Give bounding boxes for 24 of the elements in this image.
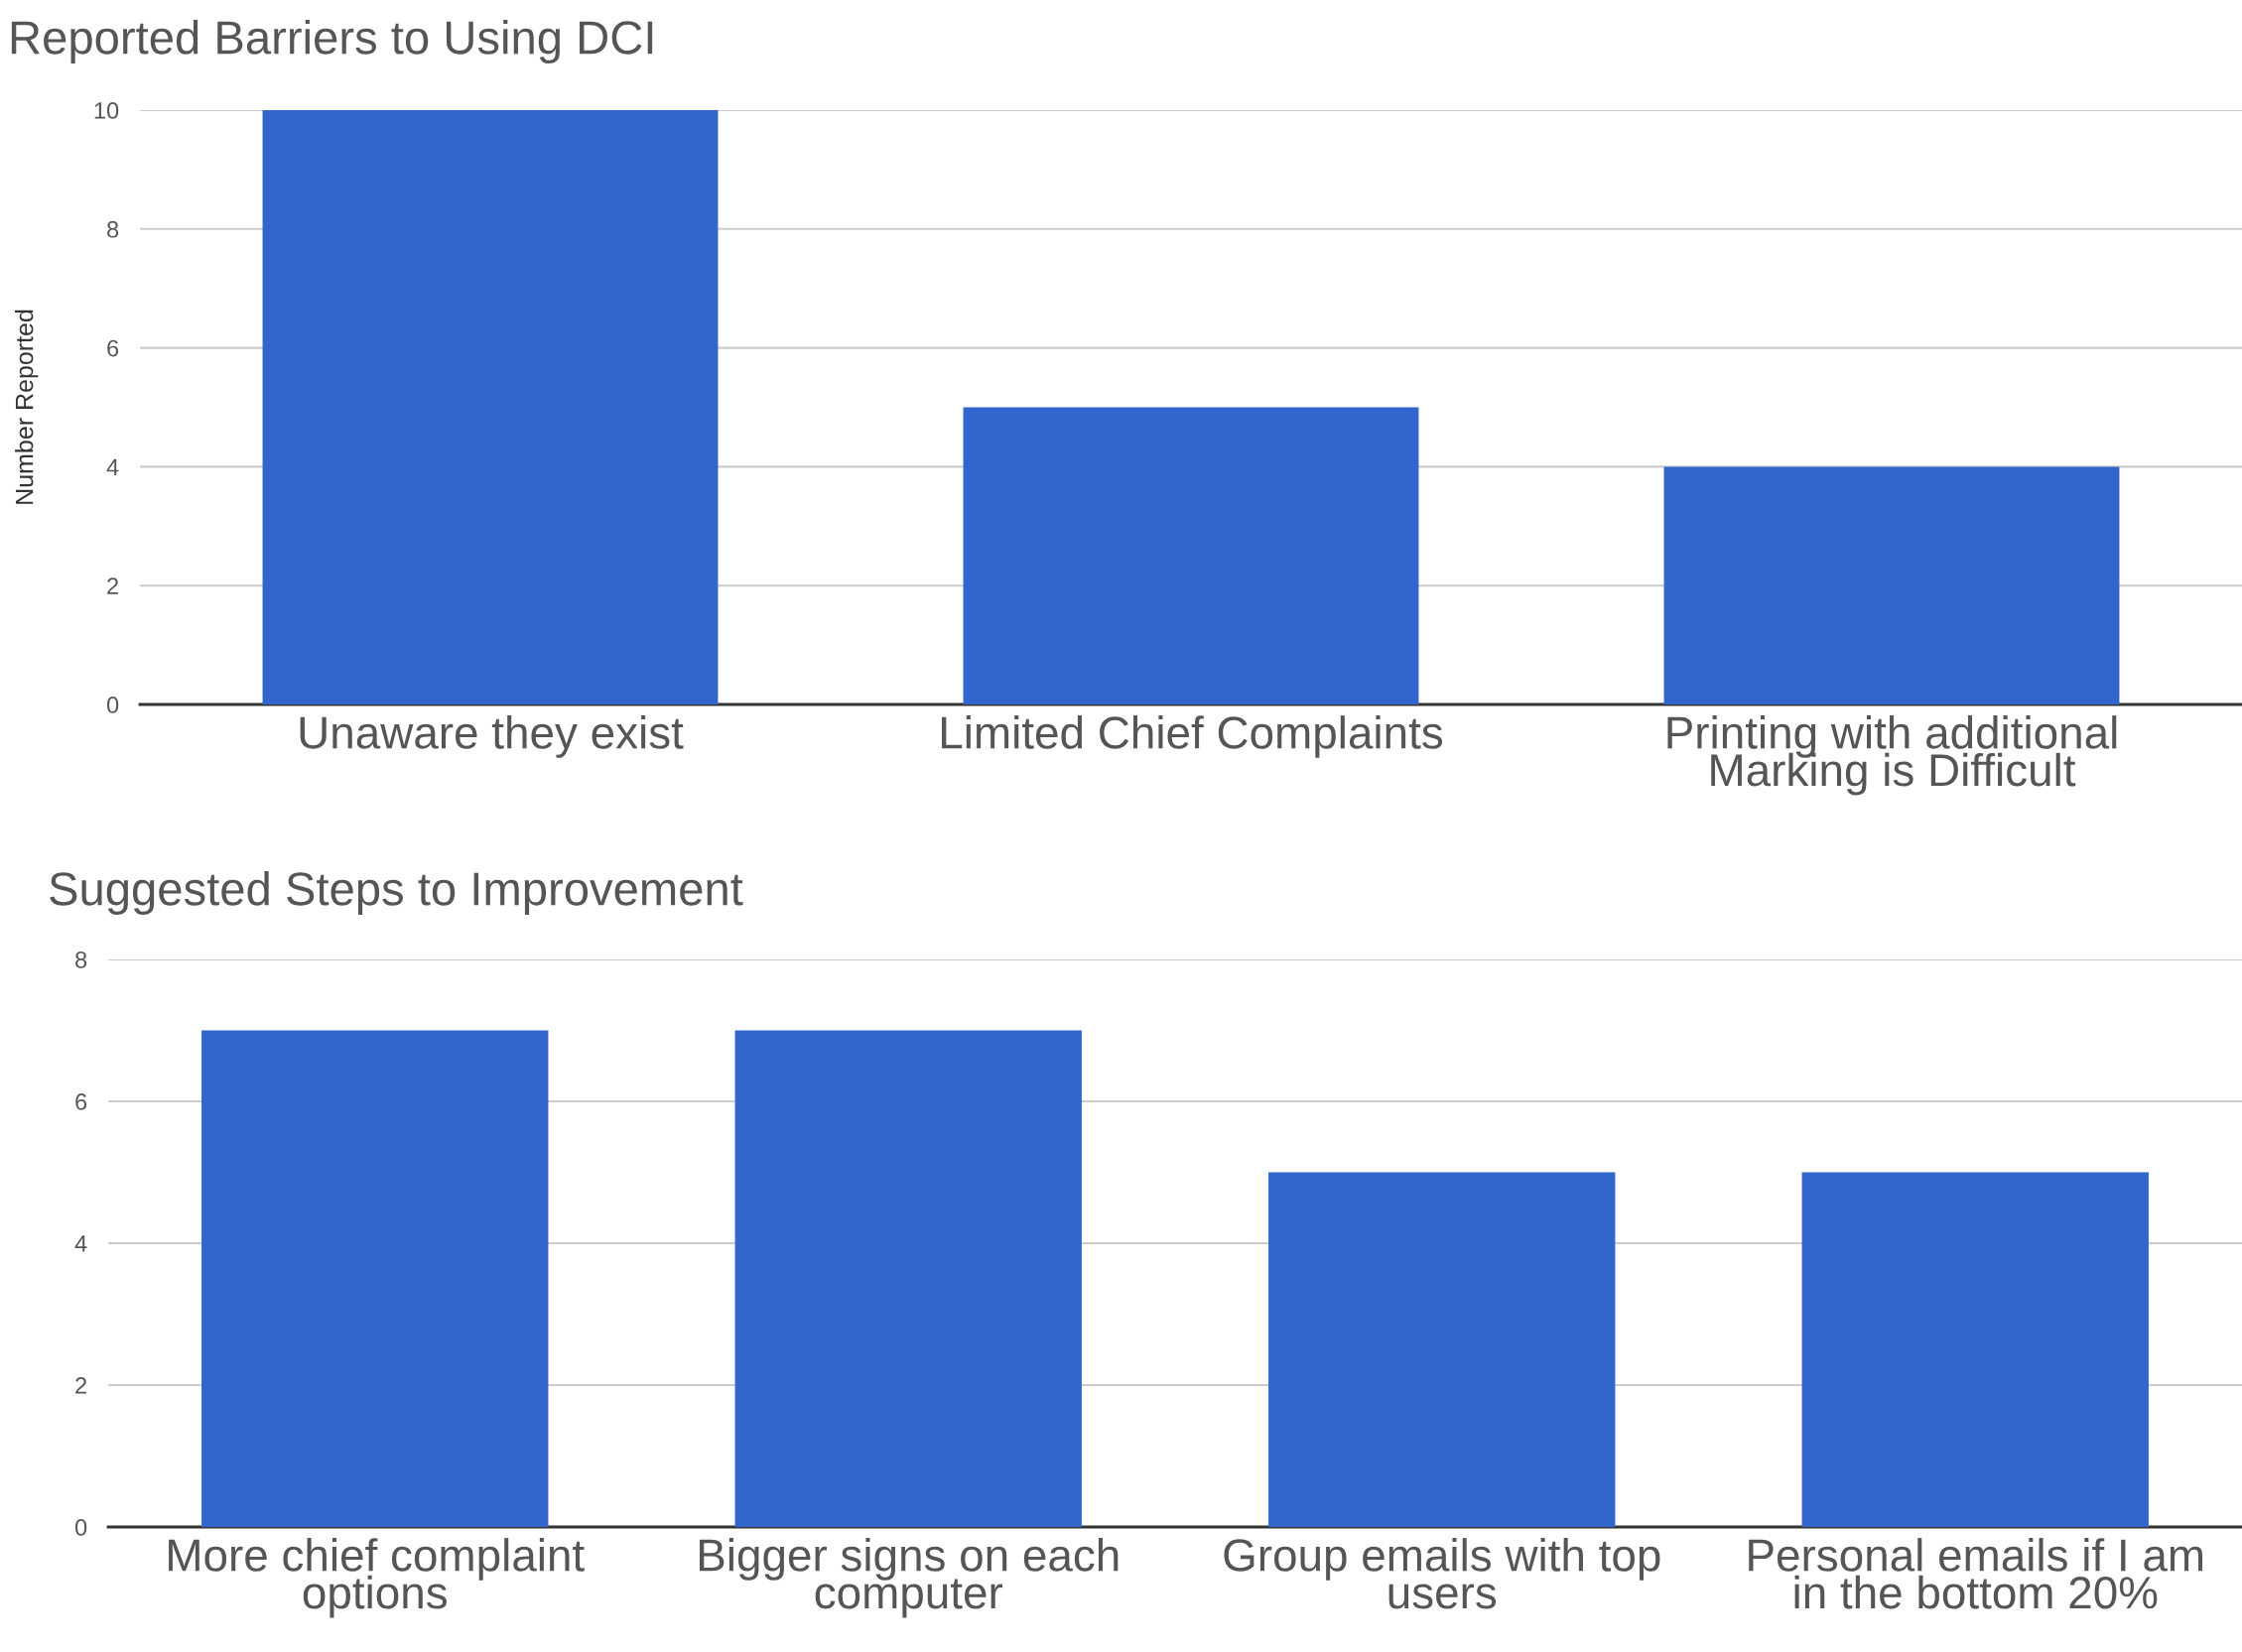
- x-tick-label: More chief complaint options: [169, 1538, 585, 1618]
- chart-title: Suggested Steps to Improvement: [50, 870, 743, 916]
- x-tick-label: Personal emails if I am in the bottom 20%: [1749, 1538, 2203, 1609]
- y-tick-label: 0: [106, 697, 119, 713]
- y-tick-label: 6: [107, 339, 119, 357]
- x-tick-label: Bigger signs on each computer: [700, 1538, 1119, 1618]
- x-tick-label: Group emails with top users: [1224, 1538, 1660, 1609]
- bar: [963, 407, 1419, 704]
- y-tick-label: 0: [74, 1519, 87, 1536]
- y-tick-label: 10: [94, 102, 119, 119]
- y-tick-label: 2: [107, 577, 118, 594]
- y-tick-label: 8: [107, 220, 119, 238]
- x-tick-label: Unaware they exist: [300, 715, 684, 758]
- y-tick-label: 6: [75, 1093, 87, 1110]
- x-tick-label: Printing with additional Marking is Difficult: [1667, 715, 2117, 796]
- bar: [262, 110, 719, 704]
- chart-title: Reported Barriers to Using DCI: [11, 19, 653, 64]
- bar: [1663, 466, 2120, 704]
- x-tick-label: Limited Chief Complaints: [942, 715, 1443, 758]
- y-axis-title: Number Reported: [15, 310, 39, 504]
- y-tick-label: 4: [106, 458, 119, 475]
- y-tick-label: 8: [75, 952, 87, 968]
- y-tick-label: 4: [74, 1235, 87, 1252]
- y-tick-label: 2: [75, 1377, 86, 1394]
